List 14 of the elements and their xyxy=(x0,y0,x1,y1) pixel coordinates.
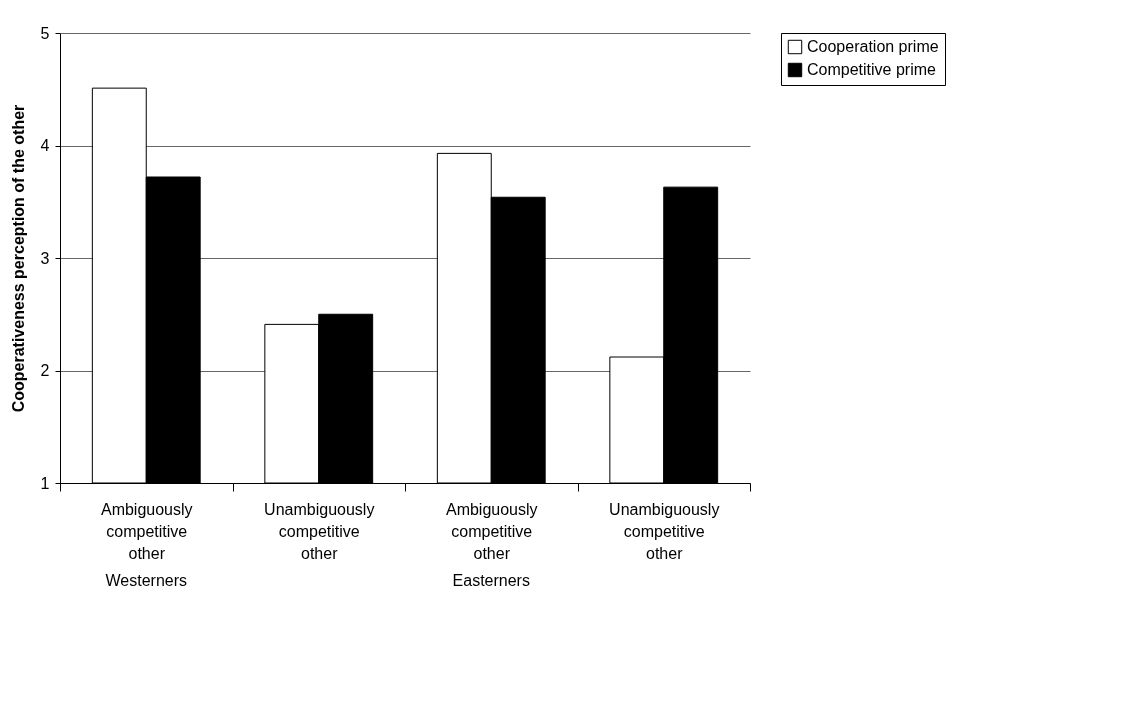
y-tick-label: 2 xyxy=(40,362,50,379)
x-tick-label: Ambiguously competitive other xyxy=(100,500,193,562)
y-tick-label: 4 xyxy=(40,137,50,154)
x-tick-label: Unambiguously competitive other xyxy=(264,500,375,562)
y-tick-label: 5 xyxy=(40,24,50,42)
text: Easterners xyxy=(452,572,530,589)
legend-label: Cooperation prime xyxy=(807,38,939,55)
legend-label: Competitive prime xyxy=(807,61,937,78)
x-tick-label: Unambiguously competitive other xyxy=(609,500,720,562)
x-tick-label: Ambiguously competitive other xyxy=(445,500,538,562)
y-tick-label: 1 xyxy=(40,474,50,492)
text: Westerners xyxy=(105,572,188,589)
y-axis-title: Cooperativeness perception of the other xyxy=(9,104,27,413)
y-tick-label: 3 xyxy=(40,249,50,267)
